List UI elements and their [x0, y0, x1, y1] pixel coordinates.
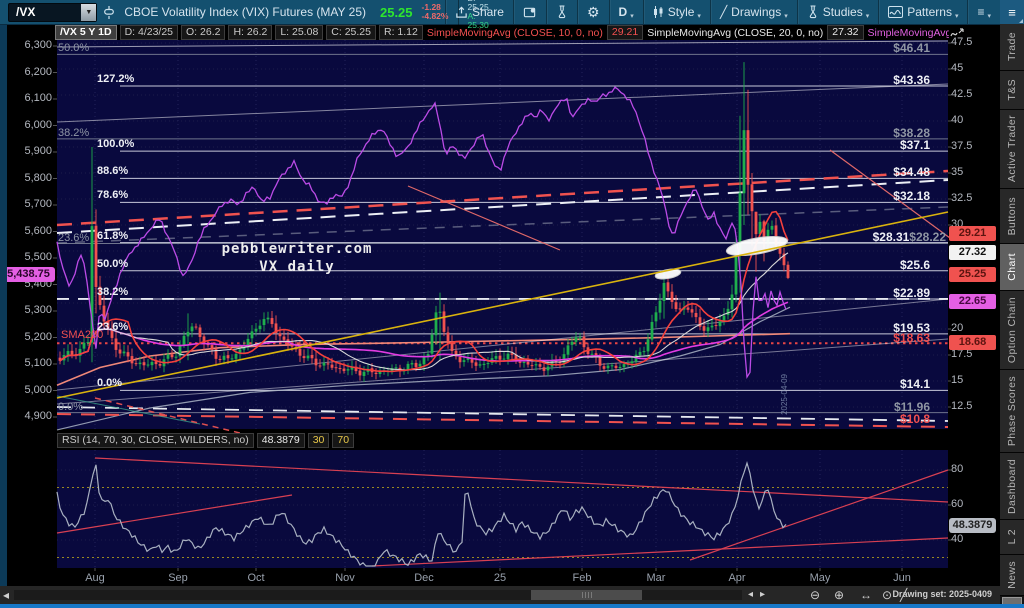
window-bottom-edge [0, 604, 1024, 608]
gear-icon: ⚙ [586, 4, 600, 20]
sma10-study-label[interactable]: SimpleMovingAvg (CLOSE, 10, 0, no) [426, 26, 603, 39]
symbol-timeframe-box[interactable]: /VX 5 Y 1D [55, 25, 117, 40]
link-icon[interactable] [104, 5, 115, 20]
rsi-study-label[interactable]: RSI (14, 70, 30, CLOSE, WILDERS, no) [57, 433, 254, 448]
h-scrollbar-thumb[interactable] [531, 590, 642, 600]
time-icon[interactable]: ⊙ [882, 588, 893, 602]
date-box: D: 4/23/25 [119, 25, 179, 40]
h-scrollbar-track[interactable] [14, 590, 742, 600]
sidebar-tabs: Trade T&S Active Trader Buttons Chart Option … [1000, 24, 1024, 596]
low-box: L: 25.08 [275, 25, 324, 40]
ask-value: A: 25.30 [467, 11, 489, 30]
range-box: R: 1.12 [378, 25, 423, 40]
high-box: H: 26.2 [228, 25, 273, 40]
chevron-down-icon: ▾ [697, 13, 701, 20]
grid-menu-button[interactable]: ≡ ▾ [967, 0, 1000, 24]
note-icon [523, 7, 536, 17]
close-box: C: 25.25 [326, 25, 376, 40]
candle-style-icon [653, 6, 663, 18]
symbol-value: /VX [16, 5, 36, 19]
sidebar-tab-option-chain[interactable]: Option Chain [1000, 291, 1024, 370]
last-price: 25.25 [379, 4, 413, 20]
list-icon: ≡ [977, 5, 985, 19]
rsi-header: RSI (14, 70, 30, CLOSE, WILDERS, no) 48.… [57, 433, 355, 448]
sidebar-tab-news[interactable]: News [1000, 555, 1024, 596]
sma50-study-label[interactable]: SimpleMovingAvg (CLOSE, 50,... [867, 26, 949, 39]
toolbar-right: Share ⚙ D ▾ Style ▾ ╱ Drawings ▾ Stud [444, 0, 1000, 24]
chevron-down-icon: ▾ [630, 13, 634, 20]
drawing-set-label[interactable]: Drawing set: 2025-0409 [892, 589, 992, 599]
auto-scale-icon[interactable]: ↔ [860, 588, 872, 602]
left-edge-strip [0, 24, 7, 586]
chevron-down-icon: ▾ [865, 13, 870, 20]
price-change: -1.28 -4.82% [422, 3, 449, 21]
watermark-line2: VX daily [259, 259, 335, 275]
flask-icon [558, 5, 566, 19]
share-icon [456, 6, 467, 18]
pan-left-icon[interactable]: ◂ [748, 589, 754, 600]
zoom-in-icon[interactable]: ⊕ [834, 588, 845, 602]
chart-canvas [53, 40, 951, 571]
bid-value: B: 25.25 [467, 0, 489, 12]
patterns-button[interactable]: Patterns ▾ [878, 0, 967, 24]
chevron-down-icon: ▾ [987, 13, 991, 20]
timeframe-value: D [618, 5, 628, 19]
right-sidebar: ≡ Trade T&S Active Trader Buttons Chart Optio… [1000, 0, 1024, 608]
zoom-out-icon[interactable]: ⊖ [810, 588, 821, 602]
rsi-oversold-box: 30 [307, 433, 330, 448]
chevron-down-icon: ▾ [784, 13, 788, 20]
sidebar-menu-button[interactable]: ≡ [1000, 0, 1024, 24]
symbol-input[interactable]: /VX ▼ [8, 2, 98, 22]
sidebar-tab-trade[interactable]: Trade [1000, 24, 1024, 71]
sma20-value-box: 27.32 [827, 25, 864, 40]
timeframe-button[interactable]: D ▾ [608, 0, 643, 24]
change-pct: -4.82% [421, 11, 449, 21]
chevron-down-icon: ▾ [954, 13, 959, 20]
pencil-line-icon: ╱ [719, 5, 728, 19]
symbol-dropdown-button[interactable]: ▼ [81, 3, 97, 21]
style-button[interactable]: Style ▾ [642, 0, 710, 24]
wave-pattern-icon [888, 6, 904, 18]
sidebar-tab-buttons[interactable]: Buttons [1000, 189, 1024, 244]
sma10-value-box: 29.21 [606, 25, 644, 40]
top-toolbar: /VX ▼ CBOE Volatility Index (VIX) Future… [0, 0, 1000, 30]
toolbar-left: /VX ▼ CBOE Volatility Index (VIX) Future… [0, 0, 489, 30]
analyze-button[interactable] [545, 0, 577, 24]
sidebar-tab-active-trader[interactable]: Active Trader [1000, 110, 1024, 189]
change-abs: -1.28 [421, 2, 441, 12]
open-box: O: 26.2 [181, 25, 226, 40]
bid-ask: B: 25.25 A: 25.30 [458, 0, 489, 30]
drawing-date-marker: 2025-04-09 [780, 374, 789, 415]
sidebar-tab-l-2[interactable]: L 2 [1000, 520, 1024, 555]
rsi-overbought-box: 70 [332, 433, 355, 448]
sidebar-tab-dashboard[interactable]: Dashboard [1000, 453, 1024, 520]
studies-button[interactable]: Studies ▾ [796, 0, 879, 24]
sidebar-tab-phase-scores[interactable]: Phase Scores [1000, 370, 1024, 453]
drawings-button[interactable]: ╱ Drawings ▾ [709, 0, 797, 24]
rsi-value-box: 48.3879 [256, 433, 305, 448]
sidebar-tab-chart[interactable]: Chart [1000, 244, 1024, 291]
scroll-left-icon[interactable]: ◂ [3, 588, 10, 602]
sma20-study-label[interactable]: SimpleMovingAvg (CLOSE, 20, 0, no) [647, 26, 824, 39]
flask-icon [809, 5, 816, 19]
draw-line-icon[interactable]: ╱ [900, 588, 908, 602]
settings-button[interactable]: ⚙ [576, 0, 609, 24]
pan-right-icon[interactable]: ▸ [760, 589, 766, 600]
watermark-line1: pebblewriter.com [221, 241, 373, 257]
sidebar-tab-t-s[interactable]: T&S [1000, 71, 1024, 110]
chart-header: /VX 5 Y 1D D: 4/23/25 O: 26.2 H: 26.2 L:… [55, 25, 949, 40]
status-bar: ◂ ◂ ▸ ⊖ ⊕ ↔ ⊙ ╱ Drawing set: 2025-0409 [0, 586, 1000, 604]
grid-icon: ≡ [1008, 4, 1016, 20]
chart-tools-icon[interactable] [950, 26, 966, 45]
instrument-title: CBOE Volatility Index (VIX) Futures (MAY… [124, 5, 366, 19]
sma200-label: SMA200 [61, 329, 104, 341]
sidebar-resize-grip[interactable] [1002, 597, 1022, 608]
notes-button[interactable] [512, 0, 546, 24]
share-button[interactable]: Share [444, 0, 513, 24]
